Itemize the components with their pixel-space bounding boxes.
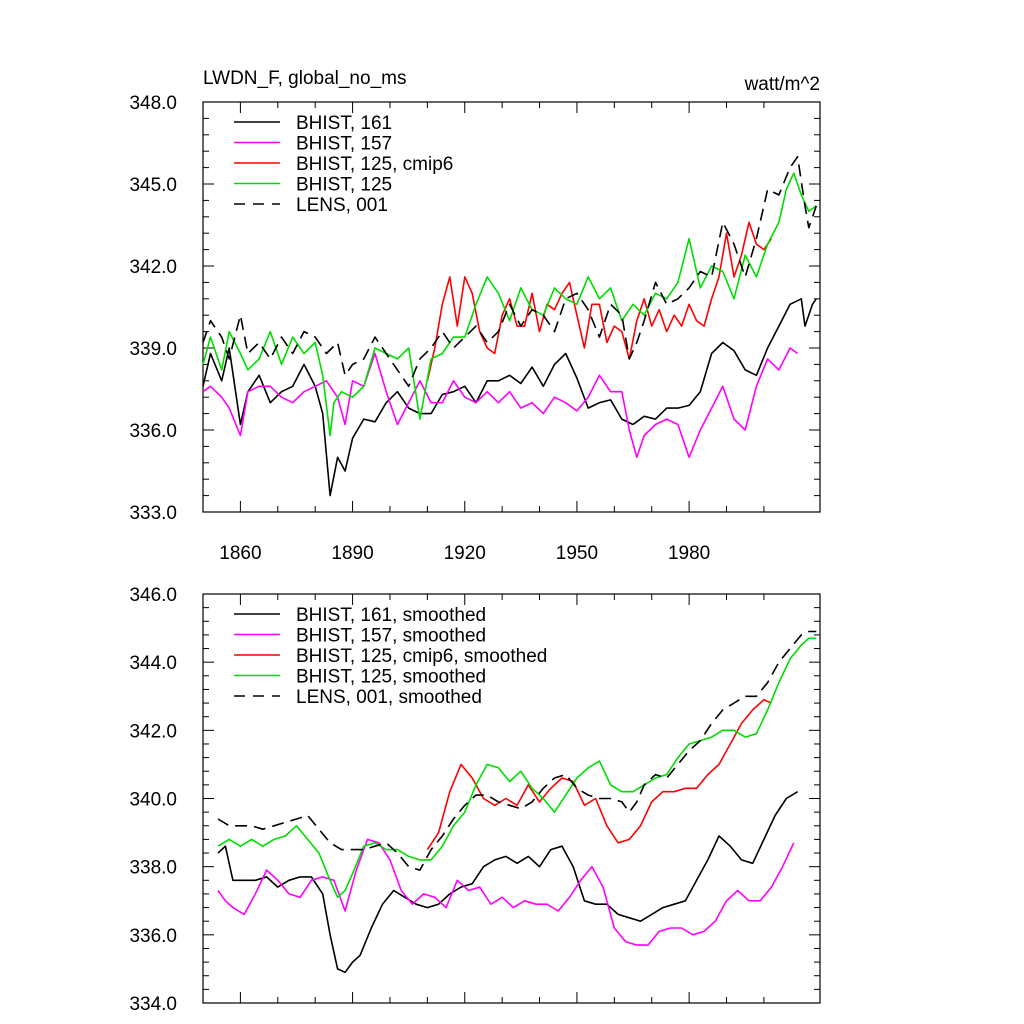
legend-label-2: BHIST, 125, cmip6 bbox=[296, 154, 453, 175]
bottom-series-group bbox=[217, 630, 817, 974]
legend-label-3: BHIST, 125, smoothed bbox=[296, 667, 486, 688]
y-tick-label: 339.0 bbox=[129, 339, 177, 360]
top-series-group bbox=[202, 155, 818, 497]
x-tick-label: 1950 bbox=[556, 543, 598, 564]
y-tick-label: 334.0 bbox=[129, 994, 177, 1015]
y-tick-label: 342.0 bbox=[129, 257, 177, 278]
series-line-1 bbox=[217, 838, 795, 946]
x-tick-label: 1980 bbox=[668, 543, 710, 564]
y-tick-label: 336.0 bbox=[129, 926, 177, 947]
series-line-0 bbox=[217, 791, 799, 974]
bottom-axis-labels: 334.0 336.0 338.0 340.0 342.0 344.0 346.0 bbox=[129, 585, 177, 1015]
top-panel: LWDN_F, global_no_ms watt/m^2 333.0 336.0… bbox=[129, 68, 821, 564]
y-tick-label: 333.0 bbox=[129, 503, 177, 524]
top-axis-labels: 333.0 336.0 339.0 342.0 345.0 348.0 1860 1890 19… bbox=[129, 93, 710, 564]
legend-label-4: LENS, 001 bbox=[296, 195, 388, 216]
legend-label-1: BHIST, 157, smoothed bbox=[296, 626, 486, 647]
series-line-1 bbox=[202, 347, 799, 459]
legend-label-3: BHIST, 125 bbox=[296, 175, 392, 196]
bottom-axis-ticks bbox=[202, 593, 820, 1004]
series-line-3 bbox=[217, 637, 817, 899]
x-tick-label: 1920 bbox=[444, 543, 486, 564]
series-line-4 bbox=[202, 155, 818, 388]
series-line-4 bbox=[217, 630, 817, 871]
series-line-3 bbox=[202, 172, 817, 437]
top-panel-title: LWDN_F, global_no_ms bbox=[203, 68, 406, 89]
top-panel-units: watt/m^2 bbox=[744, 74, 820, 95]
legend-label-0: BHIST, 161, smoothed bbox=[296, 605, 486, 626]
series-line-2 bbox=[426, 221, 773, 381]
y-tick-label: 340.0 bbox=[129, 790, 177, 811]
legend-label-4: LENS, 001, smoothed bbox=[296, 687, 482, 708]
legend-label-1: BHIST, 157 bbox=[296, 134, 392, 155]
legend-label-0: BHIST, 161 bbox=[296, 113, 392, 134]
y-tick-label: 338.0 bbox=[129, 858, 177, 879]
y-tick-label: 345.0 bbox=[129, 175, 177, 196]
bottom-panel: 334.0 336.0 338.0 340.0 342.0 344.0 346.0 BHIS… bbox=[129, 585, 821, 1015]
x-tick-label: 1890 bbox=[331, 543, 373, 564]
legend-label-2: BHIST, 125, cmip6, smoothed bbox=[296, 646, 547, 667]
y-tick-label: 336.0 bbox=[129, 421, 177, 442]
y-tick-label: 348.0 bbox=[129, 93, 177, 114]
top-axis-ticks bbox=[202, 101, 820, 513]
y-tick-label: 344.0 bbox=[129, 653, 177, 674]
series-line-0 bbox=[202, 297, 817, 497]
series-line-2 bbox=[426, 698, 772, 851]
x-tick-label: 1860 bbox=[219, 543, 261, 564]
y-tick-label: 346.0 bbox=[129, 585, 177, 606]
y-tick-label: 342.0 bbox=[129, 721, 177, 742]
top-plot-frame bbox=[202, 101, 821, 513]
